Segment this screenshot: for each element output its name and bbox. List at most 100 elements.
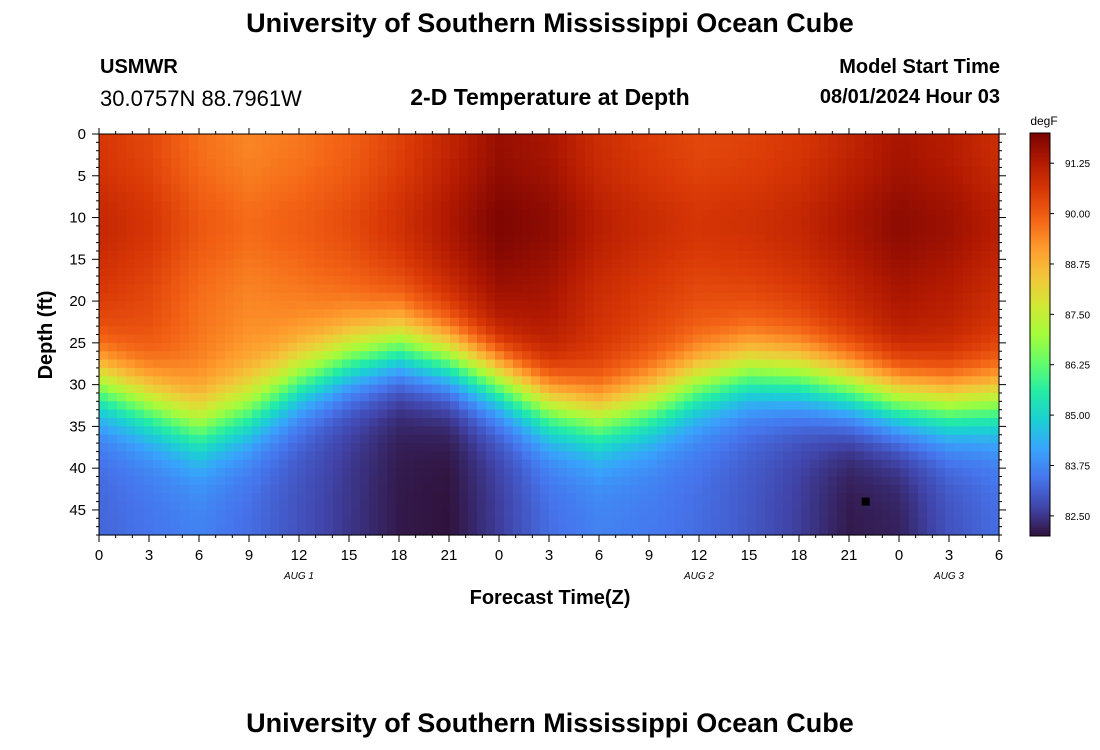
heatmap-cell <box>99 217 109 227</box>
heatmap-cell <box>468 142 478 152</box>
heatmap-cell <box>171 359 181 369</box>
heatmap-cell <box>666 409 676 419</box>
heatmap-cell <box>288 284 298 294</box>
heatmap-cell <box>945 250 955 260</box>
heatmap-cell <box>270 443 280 453</box>
heatmap-cell <box>270 159 280 169</box>
heatmap-cell <box>108 409 118 419</box>
heatmap-cell <box>495 342 505 352</box>
heatmap-cell <box>522 468 532 478</box>
heatmap-cell <box>540 234 550 244</box>
heatmap-cell <box>279 526 289 536</box>
heatmap-cell <box>639 351 649 361</box>
heatmap-cell <box>504 284 514 294</box>
heatmap-cell <box>261 267 271 277</box>
heatmap-cell <box>792 326 802 336</box>
heatmap-cell <box>855 351 865 361</box>
heatmap-cell <box>297 384 307 394</box>
heatmap-cell <box>936 451 946 461</box>
heatmap-cell <box>162 150 172 160</box>
heatmap-cell <box>738 192 748 202</box>
heatmap-cell <box>414 150 424 160</box>
heatmap-cell <box>720 493 730 503</box>
heatmap-cell <box>981 359 991 369</box>
heatmap-cell <box>981 342 991 352</box>
heatmap-cell <box>189 225 199 235</box>
heatmap-cell <box>135 342 145 352</box>
heatmap-cell <box>774 376 784 386</box>
heatmap-cell <box>261 134 271 143</box>
heatmap-cell <box>432 259 442 269</box>
heatmap-cell <box>963 167 973 177</box>
heatmap-cell <box>594 259 604 269</box>
heatmap-cell <box>486 209 496 219</box>
heatmap-cell <box>558 192 568 202</box>
heatmap-cell <box>414 468 424 478</box>
heatmap-cell <box>207 301 217 311</box>
heatmap-cell <box>711 142 721 152</box>
heatmap-cell <box>945 292 955 302</box>
heatmap-cell <box>666 476 676 486</box>
heatmap-cell <box>747 451 757 461</box>
heatmap-cell <box>549 242 559 252</box>
heatmap-cell <box>198 384 208 394</box>
heatmap-cell <box>405 409 415 419</box>
heatmap-cell <box>828 518 838 528</box>
heatmap-cell <box>270 259 280 269</box>
heatmap-cell <box>765 409 775 419</box>
heatmap-cell <box>981 276 991 285</box>
heatmap-cell <box>954 326 964 336</box>
heatmap-cell <box>981 301 991 311</box>
heatmap-cell <box>981 292 991 302</box>
heatmap-cell <box>369 501 379 511</box>
heatmap-cell <box>126 476 136 486</box>
heatmap-cell <box>360 342 370 352</box>
heatmap-cell <box>459 142 469 152</box>
heatmap-cell <box>189 167 199 177</box>
heatmap-cell <box>369 451 379 461</box>
heatmap-cell <box>261 468 271 478</box>
heatmap-cell <box>693 451 703 461</box>
heatmap-cell <box>513 142 523 152</box>
heatmap-cell <box>792 192 802 202</box>
heatmap-cell <box>783 434 793 444</box>
heatmap-cell <box>540 376 550 386</box>
heatmap-cell <box>405 509 415 519</box>
heatmap-cell <box>540 367 550 377</box>
heatmap-cell <box>774 184 784 194</box>
heatmap-cell <box>369 175 379 185</box>
heatmap-cell <box>450 376 460 386</box>
heatmap-cell <box>450 259 460 269</box>
heatmap-cell <box>747 426 757 436</box>
heatmap-cell <box>873 418 883 427</box>
heatmap-cell <box>432 451 442 461</box>
heatmap-cell <box>495 443 505 453</box>
heatmap-cell <box>351 167 361 177</box>
heatmap-cell <box>153 142 163 152</box>
heatmap-cell <box>711 359 721 369</box>
heatmap-cell <box>117 250 127 260</box>
heatmap-cell <box>621 334 631 344</box>
heatmap-cell <box>288 401 298 411</box>
heatmap-cell <box>819 192 829 202</box>
heatmap-cell <box>198 276 208 285</box>
heatmap-cell <box>198 509 208 519</box>
heatmap-cell <box>540 409 550 419</box>
heatmap-cell <box>990 418 1000 427</box>
heatmap-cell <box>558 493 568 503</box>
heatmap-cell <box>765 459 775 469</box>
heatmap-cell <box>216 359 226 369</box>
heatmap-cell <box>117 284 127 294</box>
heatmap-cell <box>144 342 154 352</box>
heatmap-cell <box>234 259 244 269</box>
heatmap-cell <box>216 276 226 285</box>
heatmap-cell <box>342 250 352 260</box>
heatmap-cell <box>198 459 208 469</box>
heatmap-cell <box>837 351 847 361</box>
heatmap-cell <box>918 200 928 210</box>
heatmap-cell <box>684 484 694 494</box>
heatmap-cell <box>243 150 253 160</box>
heatmap-cell <box>378 334 388 344</box>
heatmap-cell <box>252 225 262 235</box>
heatmap-cell <box>864 426 874 436</box>
